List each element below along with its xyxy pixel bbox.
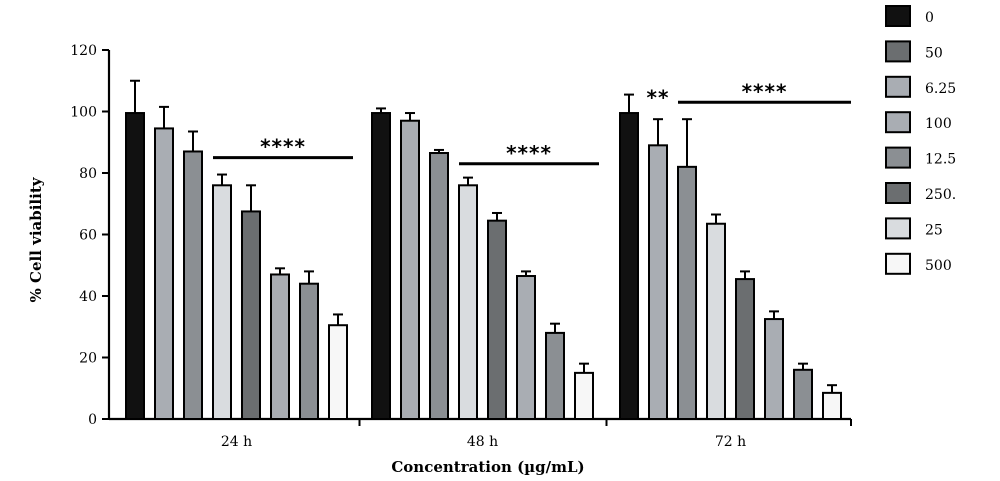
legend-swatch <box>885 182 911 204</box>
significance-stars: ** <box>647 85 670 109</box>
significance-stars: **** <box>260 135 306 159</box>
bar <box>183 150 203 420</box>
bar <box>154 127 174 420</box>
bar <box>328 324 348 420</box>
legend-label: 25 <box>925 222 943 238</box>
bar <box>371 112 391 420</box>
legend-swatch <box>885 146 911 169</box>
legend-swatch <box>885 111 911 134</box>
bar <box>706 222 726 420</box>
significance-stars: **** <box>506 141 552 165</box>
bar <box>822 391 842 420</box>
bar <box>574 371 594 420</box>
bar <box>764 318 784 420</box>
y-tick-label: 20 <box>79 351 97 367</box>
legend-label: 100 <box>925 116 952 132</box>
bar <box>299 282 319 421</box>
legend-label: 0 <box>925 10 934 26</box>
x-tick-label: 48 h <box>467 434 498 450</box>
legend-label: 50 <box>925 45 943 61</box>
y-tick-label: 80 <box>79 166 97 182</box>
bar <box>241 210 261 420</box>
y-tick-label: 120 <box>70 43 97 59</box>
bar <box>487 219 507 420</box>
bar <box>545 331 565 420</box>
bar <box>516 275 536 421</box>
significance-stars: **** <box>742 79 788 103</box>
y-tick-label: 40 <box>79 289 97 305</box>
bar <box>458 184 478 420</box>
bar <box>793 368 813 420</box>
bar <box>400 119 420 420</box>
significance-annotations: **** ****** **** <box>213 79 851 166</box>
y-axis-title: % Cell viability <box>27 176 45 302</box>
bars <box>125 79 842 421</box>
bar <box>648 144 668 420</box>
legend: 0 50 6.25 100 12.5 250. 25 500 <box>885 5 956 275</box>
legend-label: 250. <box>925 187 956 203</box>
legend-swatch <box>885 5 911 27</box>
bar <box>270 273 290 420</box>
x-tick-label: 72 h <box>715 434 746 450</box>
legend-label: 6.25 <box>925 81 956 97</box>
bar <box>125 112 145 420</box>
legend-label: 500 <box>925 258 952 274</box>
legend-swatch <box>885 40 911 63</box>
bar <box>619 112 639 420</box>
bar <box>429 152 449 420</box>
plot-area: 0 20 40 60 80 100 120 24 h 48 h 72 h <box>70 43 852 450</box>
bar <box>677 165 697 420</box>
legend-label: 12.5 <box>925 152 956 168</box>
x-tick-label: 24 h <box>221 434 252 450</box>
x-axis-title: Concentration (µg/mL) <box>391 458 584 476</box>
bar <box>735 278 755 420</box>
legend-swatch <box>885 75 911 98</box>
legend-swatch <box>885 217 911 240</box>
y-tick-label: 60 <box>79 228 97 244</box>
y-tick-label: 100 <box>70 105 97 121</box>
y-tick-label: 0 <box>88 412 97 428</box>
legend-swatch <box>885 252 911 275</box>
bar <box>212 184 232 420</box>
